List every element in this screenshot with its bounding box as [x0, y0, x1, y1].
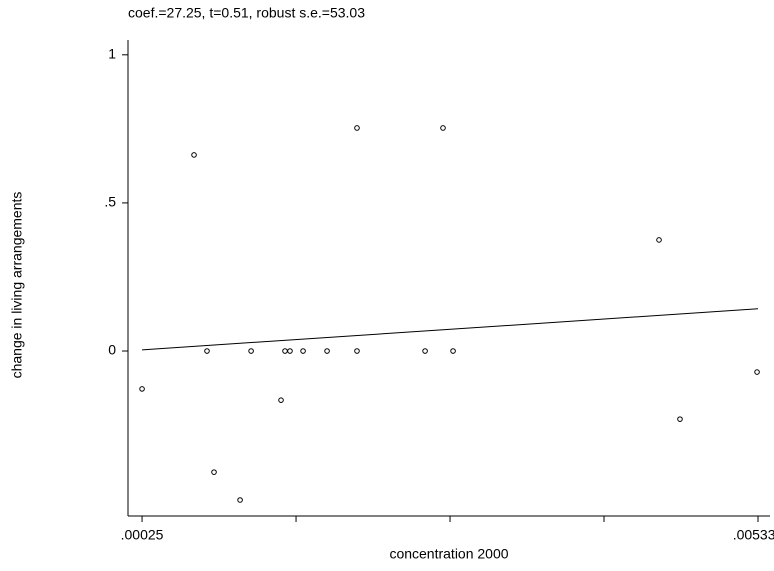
point	[278, 397, 284, 403]
point	[354, 125, 360, 131]
point	[191, 152, 197, 158]
x-axis-label: concentration 2000	[389, 546, 508, 562]
point	[324, 348, 330, 354]
point	[656, 237, 662, 243]
point	[300, 348, 306, 354]
y-axis-label: change in living arrangements	[9, 192, 25, 379]
point	[754, 369, 760, 375]
y-tick-label: 0	[108, 342, 116, 358]
x-tick-label: .00025	[121, 527, 164, 543]
x-tick-label: .005334	[733, 527, 774, 543]
point	[237, 497, 243, 503]
point	[287, 348, 293, 354]
y-tick-label: 1	[108, 46, 116, 62]
y-tick-label: .5	[104, 194, 116, 210]
point	[211, 469, 217, 475]
point	[204, 348, 210, 354]
fit-line	[142, 308, 759, 351]
point	[354, 348, 360, 354]
point	[677, 416, 683, 422]
point	[248, 348, 254, 354]
chart-title: coef.=27.25, t=0.51, robust s.e.=53.03	[128, 5, 365, 21]
point	[450, 348, 456, 354]
point	[139, 386, 145, 392]
point	[440, 125, 446, 131]
point	[422, 348, 428, 354]
